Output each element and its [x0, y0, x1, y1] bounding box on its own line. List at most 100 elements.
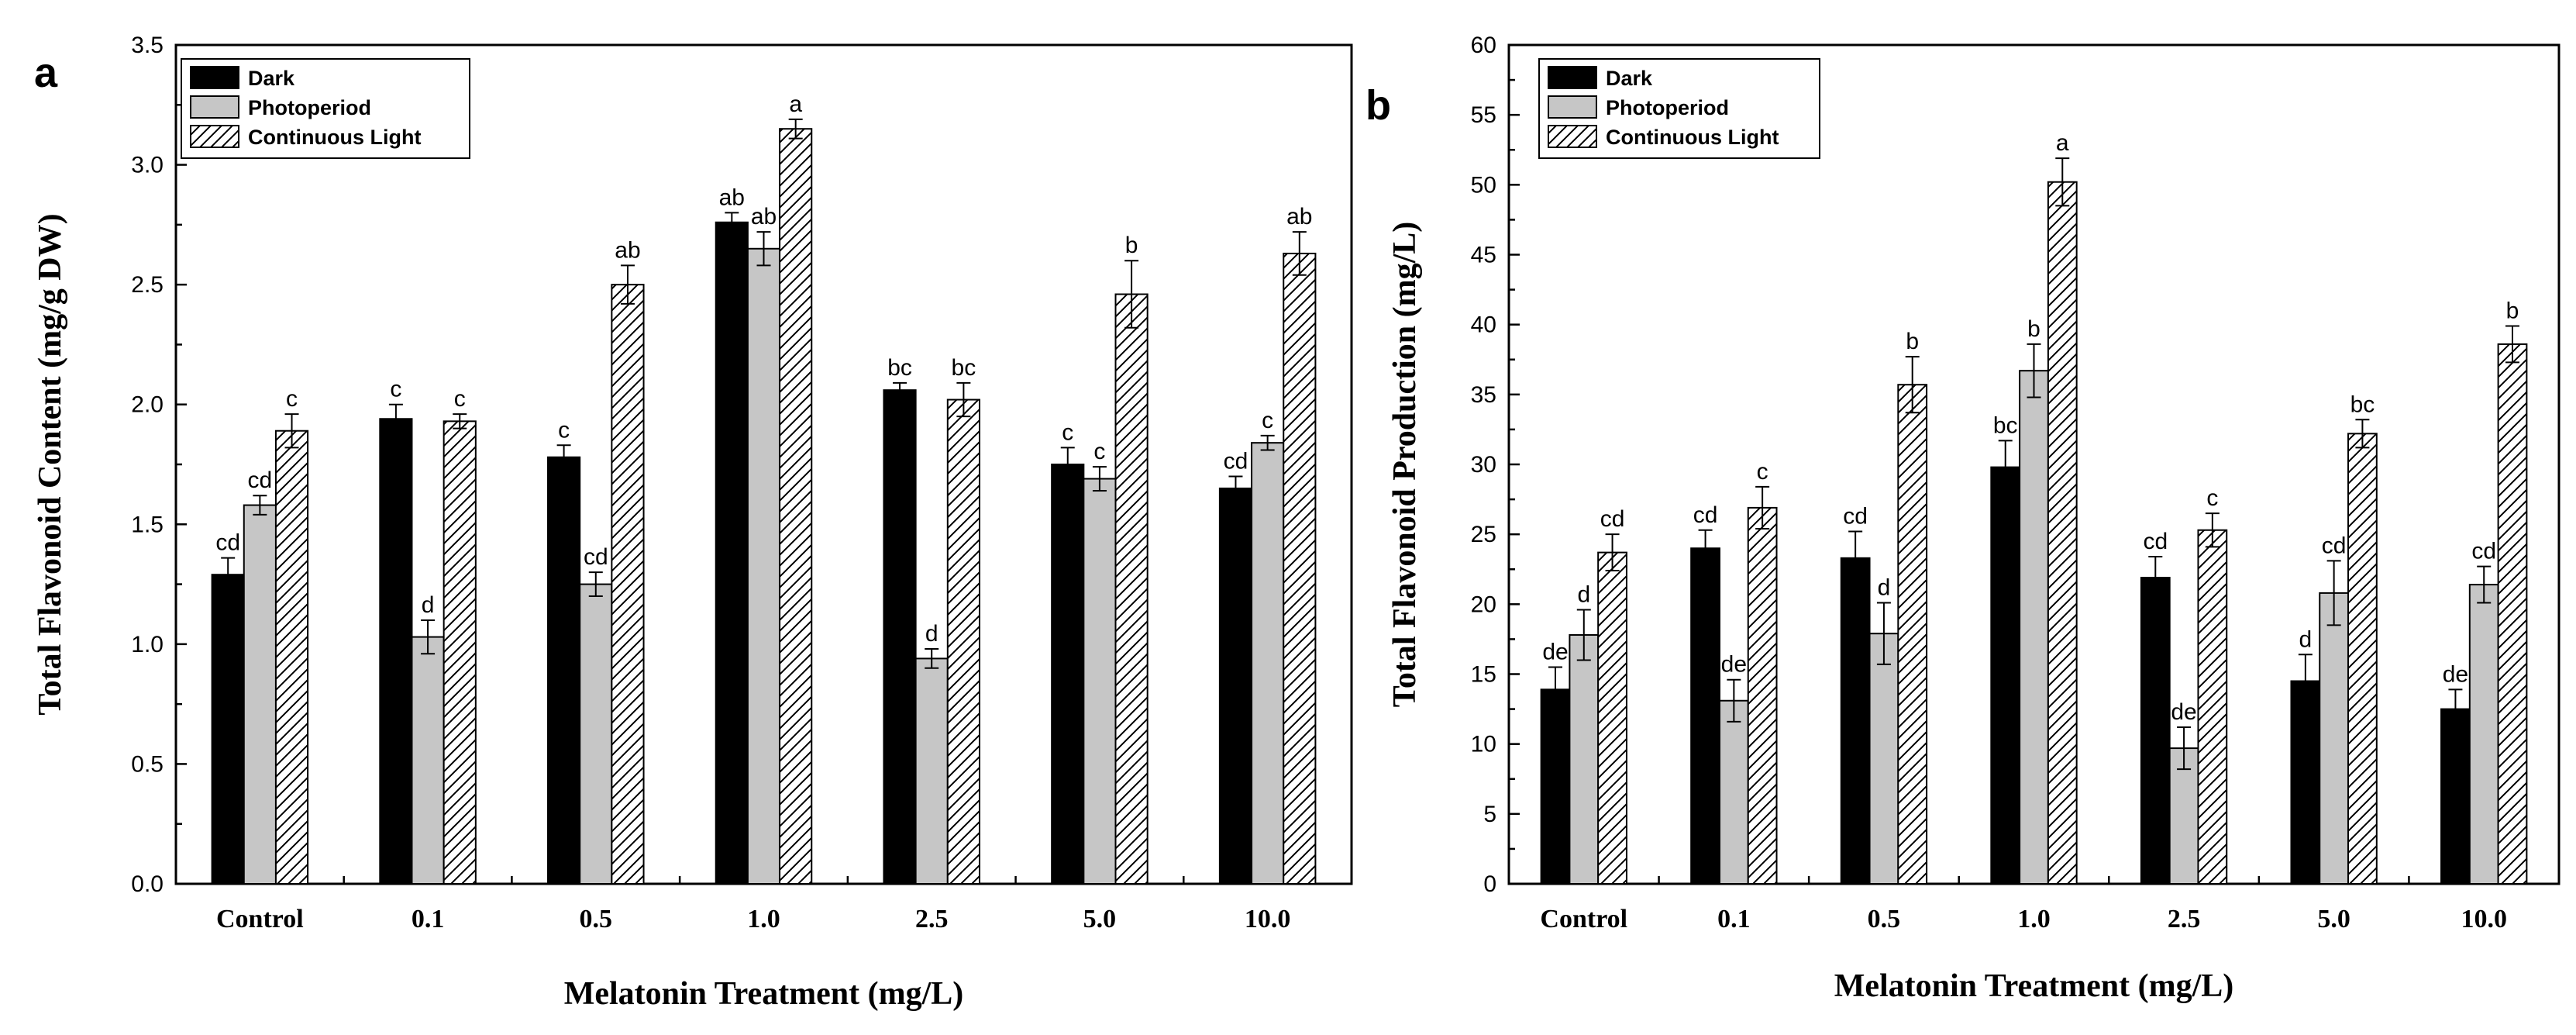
bar-hatch: [2047, 181, 2078, 885]
significance-label: d: [2299, 626, 2313, 652]
significance-label: cd: [2471, 539, 2496, 564]
bar-hatch: [1283, 252, 1317, 885]
significance-label: c: [286, 386, 298, 412]
significance-label: b: [1125, 233, 1138, 258]
x-category-label: 1.0: [2017, 905, 2051, 933]
bar-gray: [2319, 592, 2350, 885]
bar-gray: [411, 636, 445, 885]
x-category-label: 10.0: [1245, 905, 1291, 933]
bar-hatch: [2497, 343, 2528, 885]
significance-label: de: [2171, 699, 2196, 725]
x-axis-title: Melatonin Treatment (mg/L): [564, 976, 964, 1012]
bar-gray: [914, 657, 949, 885]
bar-gray: [1868, 633, 1899, 885]
legend-swatch-gray: [190, 95, 239, 119]
bar-dark: [2440, 708, 2471, 885]
y-axis-title: Total Flavonoid Production (mg/L): [1387, 222, 1423, 708]
bar-hatch: [1114, 293, 1149, 885]
x-category-label: 5.0: [2317, 905, 2350, 933]
panel-a-flavonoid-content: 0.00.51.01.52.02.53.03.5Controlcdcdc0.1c…: [33, 33, 1353, 1012]
bar-dark: [1690, 547, 1720, 885]
bar-hatch: [443, 420, 477, 885]
legend-label: Photoperiod: [248, 96, 371, 119]
significance-label: b: [2027, 316, 2040, 342]
panel-label: a: [34, 50, 58, 96]
bar-dark: [2290, 680, 2321, 885]
y-tick-label: 0.0: [131, 871, 164, 897]
significance-label: de: [1721, 652, 1747, 678]
significance-label: de: [2443, 661, 2468, 687]
y-tick-label: 60: [1471, 33, 1496, 58]
x-category-label: 0.1: [1717, 905, 1751, 933]
x-category-label: 2.5: [2168, 905, 2201, 933]
y-tick-label: 3.5: [131, 33, 164, 58]
legend: Dark Photoperiod Continuous Light: [181, 58, 470, 159]
significance-label: c: [2206, 485, 2218, 511]
significance-label: c: [454, 386, 466, 412]
bar-gray: [1251, 442, 1285, 885]
y-tick-label: 10: [1471, 732, 1496, 757]
x-category-label: 10.0: [2461, 905, 2507, 933]
bar-hatch: [1747, 506, 1778, 885]
y-tick-label: 30: [1471, 452, 1496, 478]
legend-label: Dark: [1606, 67, 1653, 90]
significance-label: c: [1757, 459, 1768, 485]
bar-gray: [746, 247, 781, 885]
significance-label: cd: [2322, 533, 2347, 558]
significance-label: cd: [2143, 529, 2168, 554]
y-tick-label: 25: [1471, 522, 1496, 547]
y-tick-label: 2.0: [131, 392, 164, 418]
panel-b-flavonoid-production: 051015202530354045505560Controldedcd0.1c…: [1365, 33, 2561, 1004]
bar-dark: [1840, 557, 1871, 885]
y-tick-label: 2.5: [131, 272, 164, 298]
significance-label: c: [1093, 439, 1105, 464]
significance-label: cd: [584, 544, 608, 570]
significance-label: ab: [1286, 204, 1312, 229]
bar-gray: [1569, 634, 1600, 885]
x-category-label: 1.0: [747, 905, 780, 933]
x-category-label: Control: [216, 905, 304, 933]
bar-gray: [2019, 370, 2049, 885]
y-tick-label: 1.0: [131, 632, 164, 657]
bar-hatch: [274, 430, 309, 885]
significance-label: bc: [1993, 412, 2018, 438]
y-tick-label: 3.0: [131, 153, 164, 178]
bar-gray: [1718, 699, 1749, 885]
significance-label: cd: [1600, 506, 1625, 532]
significance-label: a: [2056, 130, 2069, 156]
y-tick-label: 5: [1483, 802, 1496, 827]
bar-dark: [379, 418, 413, 885]
y-tick-label: 15: [1471, 662, 1496, 688]
significance-label: de: [1542, 639, 1568, 664]
bar-gray: [2468, 584, 2499, 885]
y-tick-label: 40: [1471, 312, 1496, 338]
x-category-label: 0.5: [580, 905, 613, 933]
significance-label: bc: [2350, 392, 2375, 417]
x-category-label: 0.1: [412, 905, 445, 933]
y-tick-label: 0: [1483, 871, 1496, 897]
legend: Dark Photoperiod Continuous Light: [1538, 58, 1820, 159]
x-category-label: 2.5: [915, 905, 949, 933]
bar-gray: [243, 504, 277, 885]
significance-label: d: [925, 621, 938, 647]
y-tick-label: 1.5: [131, 512, 164, 537]
legend-swatch-dark: [190, 66, 239, 89]
significance-label: cd: [1224, 448, 1248, 474]
bar-hatch: [779, 128, 813, 885]
significance-label: ab: [751, 204, 777, 229]
x-category-label: 0.5: [1868, 905, 1901, 933]
x-axis-title: Melatonin Treatment (mg/L): [1834, 968, 2234, 1004]
bar-dark: [547, 456, 581, 885]
significance-label: ab: [719, 185, 745, 210]
bar-dark: [715, 221, 749, 885]
y-tick-label: 45: [1471, 243, 1496, 268]
bar-dark: [1540, 688, 1571, 885]
significance-label: cd: [1693, 502, 1718, 528]
x-category-label: 5.0: [1083, 905, 1117, 933]
legend-swatch-hatch: [190, 125, 239, 148]
legend-label: Continuous Light: [248, 126, 421, 149]
legend-swatch-gray: [1548, 95, 1597, 119]
y-tick-label: 35: [1471, 382, 1496, 408]
bar-dark: [211, 574, 245, 885]
bar-hatch: [2347, 433, 2378, 885]
